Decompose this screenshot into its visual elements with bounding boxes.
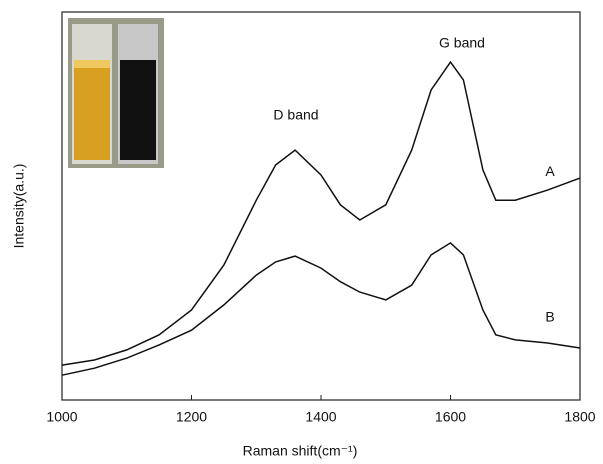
series-line (61, 60, 581, 366)
inset-photo (68, 18, 164, 168)
x-tick-label: 1200 (176, 409, 207, 425)
series-label: A (545, 163, 555, 179)
annotation: G band (439, 35, 485, 51)
x-axis-label: Raman shift(cm⁻¹) (243, 443, 358, 459)
x-tick-label: 1000 (46, 409, 77, 425)
annotation: D band (273, 107, 318, 123)
series-line (61, 241, 581, 376)
x-tick-label: 1400 (305, 409, 336, 425)
y-axis-label: Intensity(a.u.) (11, 164, 27, 249)
x-tick-label: 1600 (435, 409, 466, 425)
x-tick-label: 1800 (564, 409, 595, 425)
series-label: B (545, 309, 554, 325)
